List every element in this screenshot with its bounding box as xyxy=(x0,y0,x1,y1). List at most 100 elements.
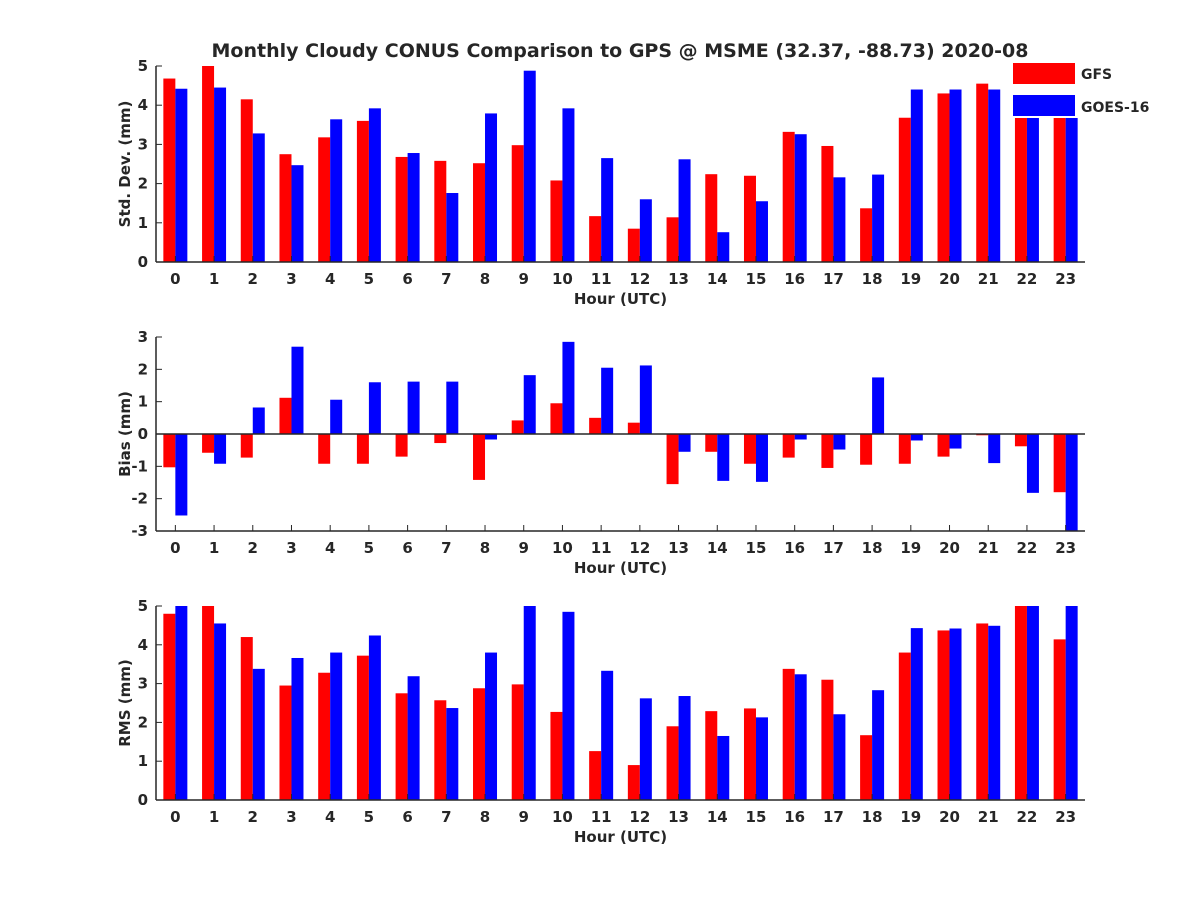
x-tick-label: 4 xyxy=(325,539,335,557)
x-tick-label: 19 xyxy=(900,270,921,288)
bar-goes-16-22 xyxy=(1026,434,1039,493)
bar-goes-16-0 xyxy=(175,606,188,800)
x-tick-label: 0 xyxy=(170,539,180,557)
bar-goes-16-4 xyxy=(330,399,343,434)
bar-goes-16-16 xyxy=(794,674,807,800)
bar-goes-16-18 xyxy=(872,377,885,434)
bar-goes-16-23 xyxy=(1065,606,1078,800)
bar-gfs-17 xyxy=(821,145,834,262)
bar-gfs-14 xyxy=(705,434,718,452)
x-tick-label: 20 xyxy=(939,539,960,557)
series-gfs xyxy=(163,66,1066,263)
bar-gfs-6 xyxy=(395,156,408,262)
x-tick-label: 20 xyxy=(939,270,960,288)
x-tick-label: 11 xyxy=(591,808,612,826)
bar-gfs-10 xyxy=(550,403,563,434)
x-tick-label: 8 xyxy=(480,808,490,826)
bar-goes-16-11 xyxy=(601,158,614,262)
y-tick-label: 0 xyxy=(138,425,148,443)
bar-goes-16-8 xyxy=(485,113,498,263)
x-tick-label: 23 xyxy=(1055,270,1076,288)
legend-swatch-goes16 xyxy=(1013,95,1075,116)
bar-goes-16-20 xyxy=(949,434,962,449)
y-tick-label: 5 xyxy=(138,597,148,615)
bar-gfs-3 xyxy=(279,685,292,800)
bar-gfs-8 xyxy=(473,163,486,262)
y-tick-label: -1 xyxy=(131,457,148,475)
x-tick-label: 5 xyxy=(364,808,374,826)
series-goes-16 xyxy=(175,606,1078,800)
bar-goes-16-21 xyxy=(988,625,1001,800)
x-tick-label: 10 xyxy=(552,539,573,557)
x-tick-label: 13 xyxy=(668,270,689,288)
bar-goes-16-21 xyxy=(988,434,1001,464)
bar-goes-16-18 xyxy=(872,690,885,800)
bar-gfs-8 xyxy=(473,434,486,480)
bar-goes-16-12 xyxy=(639,365,652,434)
x-tick-label: 16 xyxy=(784,808,805,826)
bar-goes-16-11 xyxy=(601,670,614,800)
bar-goes-16-1 xyxy=(214,87,227,262)
bar-goes-16-18 xyxy=(872,174,885,262)
x-tick-label: 11 xyxy=(591,539,612,557)
bar-gfs-13 xyxy=(666,217,679,262)
x-tick-label: 15 xyxy=(746,539,767,557)
bar-gfs-20 xyxy=(937,434,950,457)
legend-label-goes16: GOES-16 xyxy=(1081,100,1149,116)
bar-gfs-20 xyxy=(937,630,950,800)
x-tick-label: 17 xyxy=(823,539,844,557)
bar-gfs-10 xyxy=(550,711,563,800)
x-tick-label: 14 xyxy=(707,539,728,557)
y-tick-label: 2 xyxy=(138,360,148,378)
bar-gfs-3 xyxy=(279,397,292,434)
bar-gfs-18 xyxy=(860,735,873,800)
x-tick-label: 9 xyxy=(519,270,529,288)
bar-gfs-9 xyxy=(511,420,524,434)
bar-goes-16-19 xyxy=(910,628,923,800)
x-tick-label: 3 xyxy=(286,808,296,826)
x-tick-label: 7 xyxy=(441,539,451,557)
bar-gfs-4 xyxy=(318,672,331,800)
bar-gfs-5 xyxy=(356,655,369,800)
x-tick-label: 7 xyxy=(441,808,451,826)
x-tick-label: 19 xyxy=(900,539,921,557)
bar-gfs-15 xyxy=(743,708,756,800)
x-tick-label: 17 xyxy=(823,808,844,826)
bar-gfs-13 xyxy=(666,434,679,485)
bar-goes-16-19 xyxy=(910,434,923,441)
bar-gfs-13 xyxy=(666,726,679,800)
bar-gfs-0 xyxy=(163,613,176,800)
x-tick-label: 8 xyxy=(480,270,490,288)
bar-goes-16-6 xyxy=(407,381,420,434)
bar-gfs-14 xyxy=(705,174,718,262)
y-tick-label: 5 xyxy=(138,57,148,75)
bar-goes-16-10 xyxy=(562,108,575,262)
bar-goes-16-20 xyxy=(949,628,962,800)
bar-goes-16-2 xyxy=(252,133,265,262)
bar-gfs-4 xyxy=(318,137,331,262)
bar-gfs-20 xyxy=(937,93,950,262)
bar-goes-16-3 xyxy=(291,165,304,262)
bar-goes-16-4 xyxy=(330,652,343,800)
bar-gfs-4 xyxy=(318,434,331,464)
x-tick-label: 9 xyxy=(519,808,529,826)
x-axis-label: Hour (UTC) xyxy=(574,559,667,577)
y-tick-label: 1 xyxy=(138,214,148,232)
bar-gfs-12 xyxy=(627,422,640,434)
x-tick-label: 3 xyxy=(286,539,296,557)
x-tick-label: 23 xyxy=(1055,539,1076,557)
bar-gfs-9 xyxy=(511,684,524,800)
x-tick-label: 18 xyxy=(862,539,883,557)
x-tick-label: 5 xyxy=(364,270,374,288)
x-tick-label: 22 xyxy=(1017,808,1038,826)
y-tick-label: 0 xyxy=(138,253,148,271)
x-tick-label: 13 xyxy=(668,808,689,826)
bar-gfs-1 xyxy=(202,606,215,800)
bar-gfs-23 xyxy=(1053,116,1066,263)
x-tick-label: 13 xyxy=(668,539,689,557)
bar-goes-16-16 xyxy=(794,134,807,262)
bar-goes-16-2 xyxy=(252,668,265,800)
